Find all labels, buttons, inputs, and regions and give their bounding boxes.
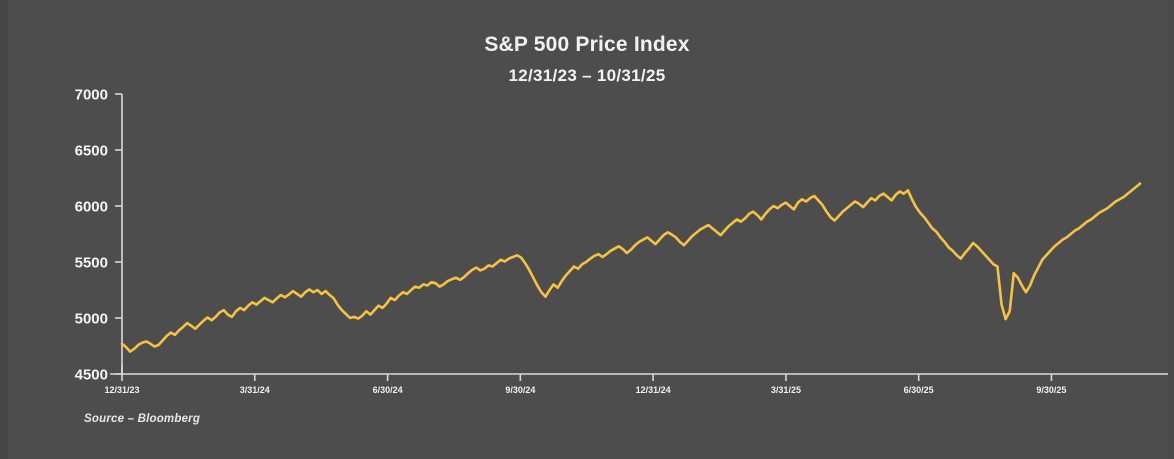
right-edge-band: [1168, 0, 1174, 459]
chart-subtitle: 12/31/23 – 10/31/25: [508, 66, 666, 85]
x-tick-label: 12/31/24: [636, 385, 671, 395]
x-tick-label: 9/30/24: [505, 385, 535, 395]
x-tick-label: 6/30/24: [373, 385, 403, 395]
y-tick-label: 5500: [75, 255, 108, 272]
y-tick-label: 7000: [75, 87, 108, 104]
x-tick-label: 12/31/23: [104, 385, 139, 395]
x-tick-label: 3/31/24: [240, 385, 270, 395]
y-tick-label: 5000: [75, 311, 108, 328]
y-tick-label: 6000: [75, 199, 108, 216]
source-note: Source – Bloomberg: [84, 413, 201, 425]
y-tick-label: 4500: [75, 367, 108, 384]
x-tick-label: 9/30/25: [1036, 385, 1066, 395]
left-edge-band: [0, 0, 8, 459]
data-line-sp500: [120, 182, 1142, 353]
x-tick-label: 3/31/25: [771, 385, 801, 395]
chart-title: S&P 500 Price Index: [484, 33, 690, 56]
x-tick-label: 6/30/25: [904, 385, 934, 395]
y-tick-label: 6500: [75, 143, 108, 160]
